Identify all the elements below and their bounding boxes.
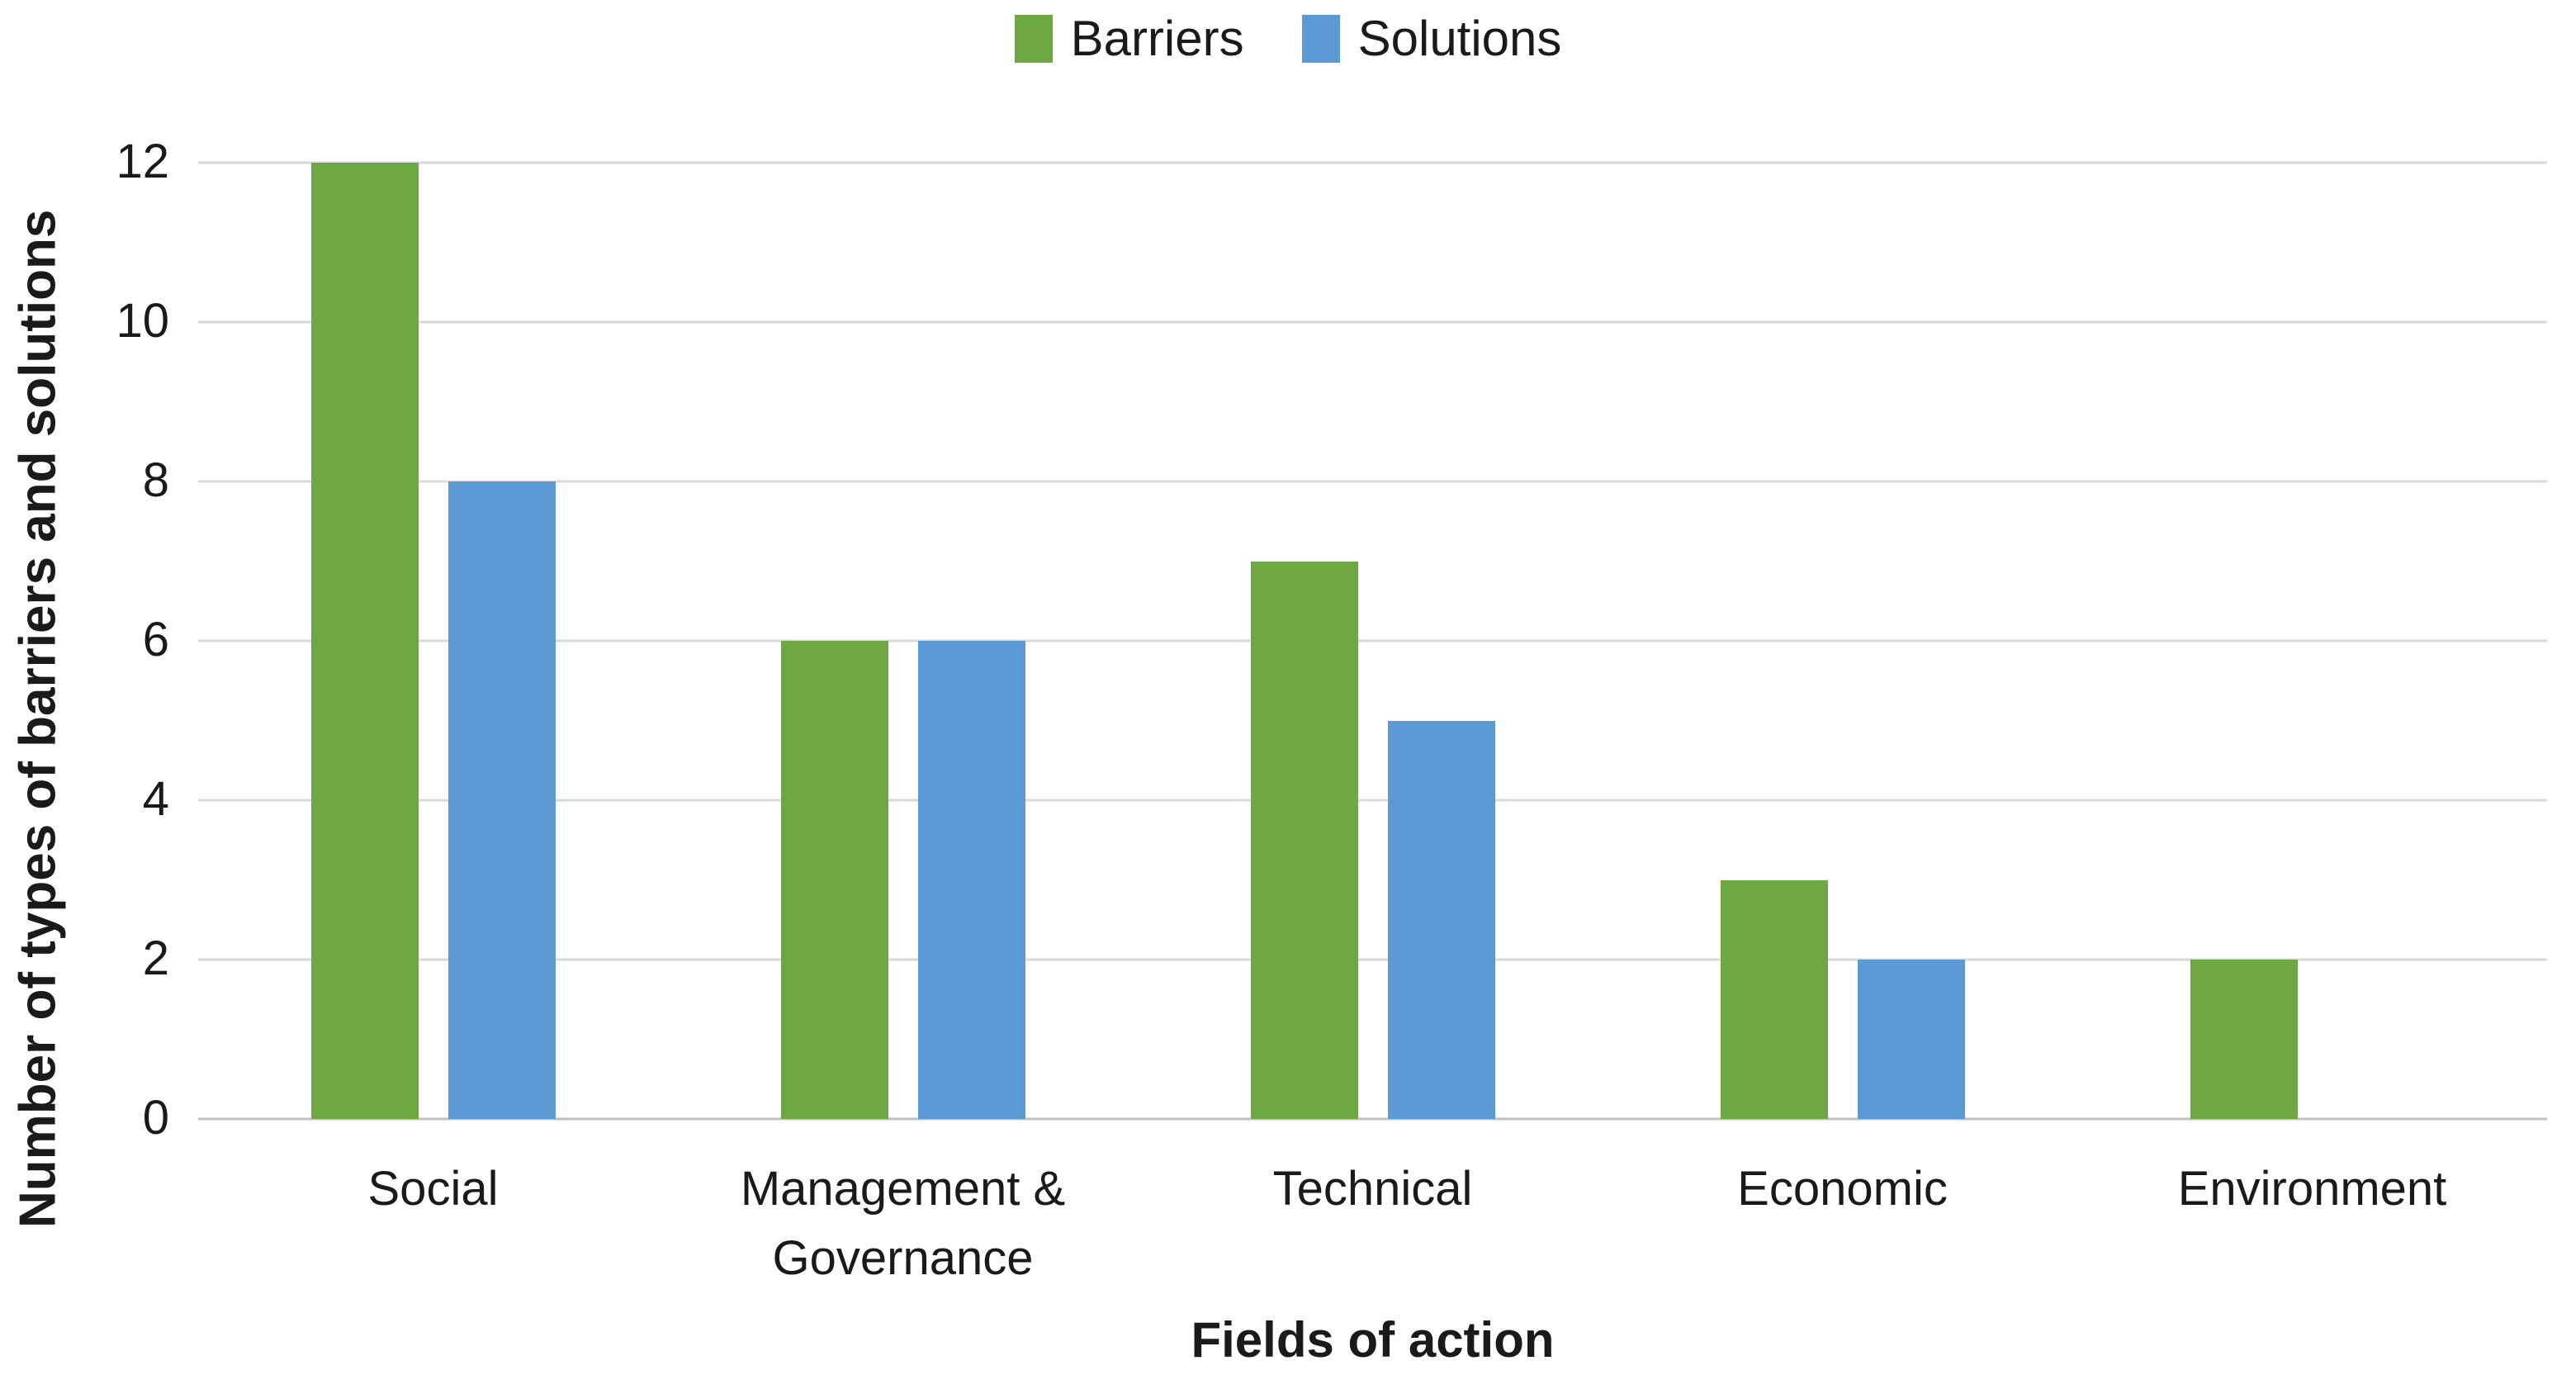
- bar-group-environment: [2077, 163, 2547, 1119]
- bar-group-social: [198, 163, 668, 1119]
- bar-group-technical: [1138, 163, 1608, 1119]
- bar-solutions-social: [447, 481, 556, 1119]
- gridline-y-4: [198, 799, 2547, 802]
- x-label-management-governance: Management & Governance: [740, 1162, 1066, 1286]
- gridline-y-2: [198, 958, 2547, 961]
- x-label-economic: Economic: [1737, 1162, 1948, 1216]
- plot-area: [198, 161, 2547, 1121]
- legend-label-solutions: Solutions: [1357, 11, 1562, 66]
- legend-label-barriers: Barriers: [1070, 11, 1244, 66]
- bar-barriers-social: [310, 163, 419, 1119]
- x-label-social: Social: [367, 1162, 499, 1216]
- x-axis-category-labels: Social Management & Governance Technical Ec…: [198, 1154, 2547, 1293]
- legend: Barriers Solutions: [0, 12, 2576, 66]
- bar-solutions-economic: [1857, 960, 1965, 1119]
- x-label-environment: Environment: [2177, 1162, 2447, 1216]
- bar-barriers-environment: [2190, 960, 2298, 1119]
- y-tick-label-4: 4: [142, 772, 169, 827]
- y-tick-label-6: 6: [142, 613, 169, 667]
- x-label-technical: Technical: [1272, 1162, 1473, 1216]
- gridline-y-6: [198, 639, 2547, 642]
- gridline-y-8: [198, 480, 2547, 483]
- gridline-y-12: [198, 161, 2547, 164]
- bar-group-economic: [1608, 163, 2077, 1119]
- gridline-y-10: [198, 320, 2547, 324]
- x-axis-line: [198, 1117, 2547, 1121]
- y-tick-label-0: 0: [142, 1091, 169, 1145]
- bar-solutions-management-governance: [917, 641, 1025, 1119]
- y-tick-label-10: 10: [116, 294, 169, 348]
- y-tick-label-12: 12: [116, 135, 169, 189]
- bar-group-management-governance: [668, 163, 1138, 1119]
- legend-item-solutions: Solutions: [1301, 11, 1562, 66]
- y-tick-label-2: 2: [142, 932, 169, 986]
- solutions-swatch-icon: [1301, 15, 1340, 63]
- bar-solutions-technical: [1387, 720, 1495, 1119]
- y-tick-label-8: 8: [142, 453, 169, 508]
- bar-barriers-economic: [1720, 879, 1828, 1119]
- barriers-swatch-icon: [1014, 15, 1053, 63]
- y-axis-tick-labels: 0 2 4 6 8 10 12: [0, 135, 169, 1145]
- bar-groups: [198, 163, 2547, 1119]
- x-axis-title: Fields of action: [1191, 1312, 1555, 1368]
- legend-item-barriers: Barriers: [1014, 11, 1244, 66]
- bar-barriers-technical: [1250, 561, 1358, 1119]
- bar-barriers-management-governance: [780, 641, 888, 1119]
